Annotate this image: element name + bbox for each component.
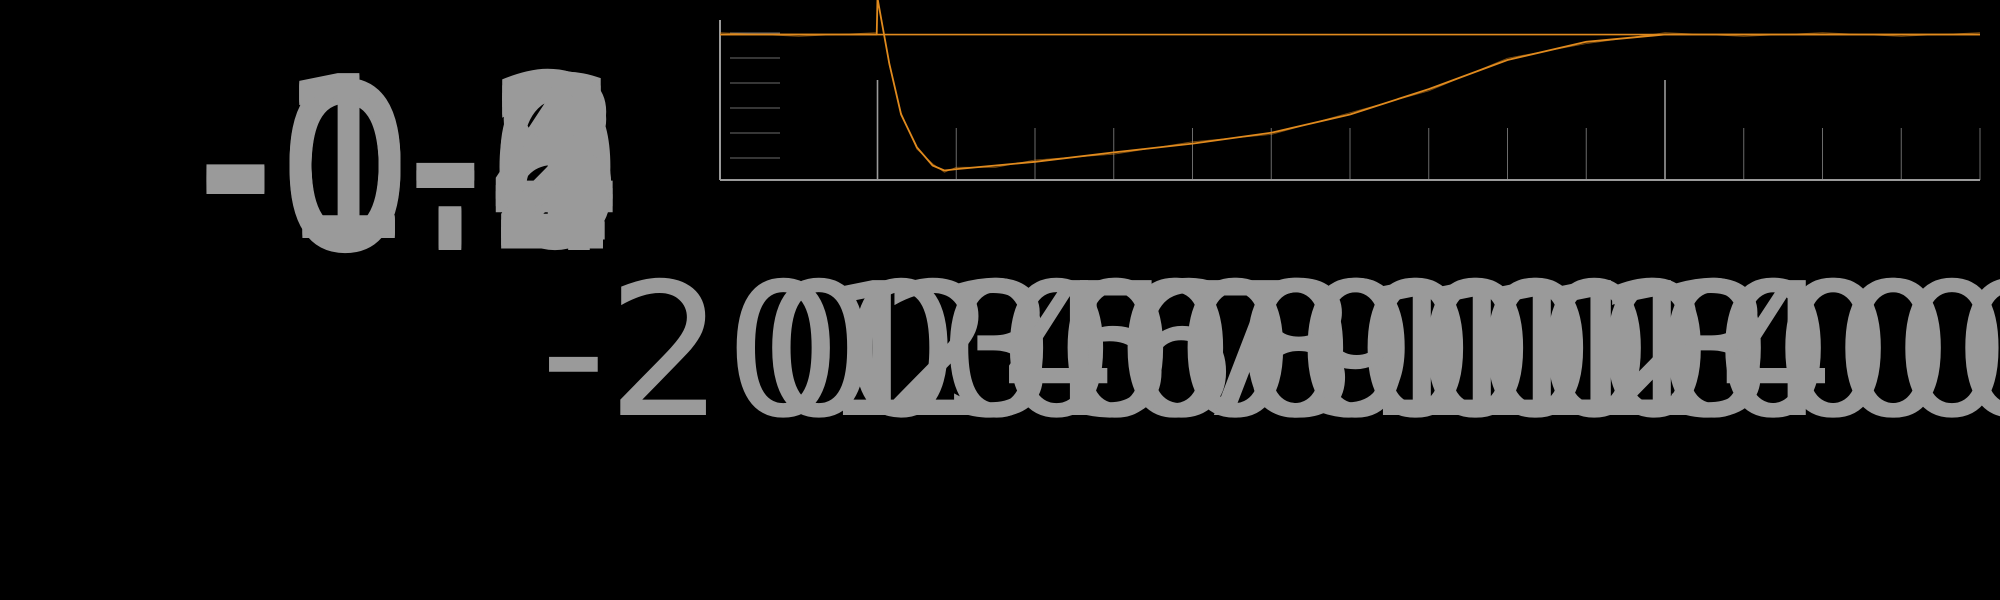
series-group [719, 0, 1981, 173]
x-tick-label: 800 [1240, 243, 1593, 459]
y-tick-label: 0.2 [275, 45, 625, 301]
x-tick-label: 300 [940, 243, 1293, 459]
x-tick-label: 200 [880, 243, 1233, 459]
y-tick-label: -2 [406, 28, 625, 284]
y-tick-label: -0.6 [196, 39, 625, 295]
y-tick-label: -1.2 [196, 34, 625, 290]
y-tick-label: -0.2 [196, 42, 625, 298]
gridlines [730, 32, 1981, 180]
y-tick-label: -0.8 [196, 37, 625, 293]
y-tick-label: 0.4 [275, 46, 625, 302]
x-tick-label: 1000 [1360, 243, 1831, 459]
x-tick-label: 500 [1060, 243, 1413, 459]
x-tick-label: 700 [1180, 243, 1533, 459]
x-tick-label: 1300 [1540, 243, 2000, 459]
x-tick-label: 100 [820, 243, 1173, 459]
x-tick-label: 1100 [1420, 243, 1891, 459]
x-tick-label: 400 [1000, 243, 1353, 459]
x-tick-labels: -200010020030040050060070080090010001100… [540, 243, 2000, 459]
y-tick-labels: 0.40.20-0.2-0.4-0.6-0.8-1-1.2-1.4-1.6-1.… [196, 28, 625, 302]
x-tick-label: 1200 [1480, 243, 1951, 459]
y-tick-label: 0 [485, 43, 625, 299]
series-noise-signal [719, 0, 1981, 173]
y-tick-label: -0.4 [196, 40, 625, 296]
x-tick-label: 0 [760, 243, 878, 459]
y-tick-label: -1.8 [196, 30, 625, 286]
x-tick-label: 900 [1300, 243, 1653, 459]
x-tick-label: -200 [540, 243, 960, 459]
x-tick-label: 1400 [1600, 243, 2000, 459]
y-tick-label: -1 [406, 36, 625, 292]
y-tick-label: -1.6 [196, 31, 625, 287]
y-tick-label: -1.4 [196, 33, 625, 289]
x-tick-label: 600 [1120, 243, 1473, 459]
